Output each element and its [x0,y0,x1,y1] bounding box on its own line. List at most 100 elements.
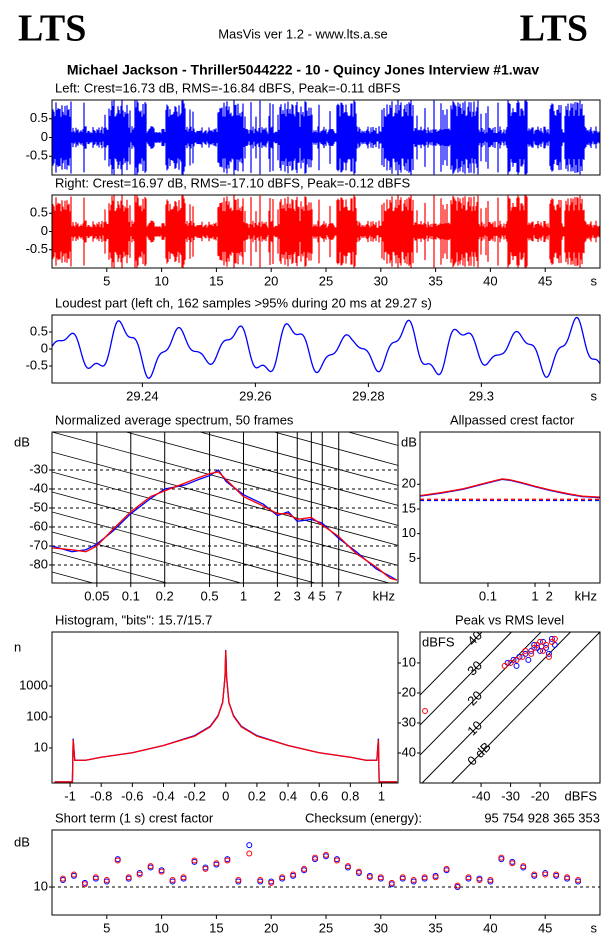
point [235,877,242,884]
x-tick-label: -40 [472,788,491,803]
point [70,871,77,878]
y-tick-label: -30 [29,461,48,476]
point [421,874,428,881]
point [169,877,176,884]
x-tick-label: -0.8 [90,788,112,803]
plot-frame [51,431,399,584]
x-tick-label: 0 [222,788,229,803]
y-tick-label: 0 [41,223,48,238]
crest-line [450,632,600,783]
point [564,874,571,881]
x-tick-label: 7 [335,588,342,603]
plot-area [52,195,600,268]
y-tick-label: 10 [402,525,416,540]
x-tick-label: 25 [319,920,333,935]
point [545,653,552,660]
x-tick-label: 0.1 [122,588,140,603]
plot-frame [51,314,601,384]
x-tick-label: 29.28 [352,388,385,403]
point [513,662,520,669]
y-axis-label: dB [14,434,30,449]
plot-frame [419,631,601,784]
logo: LTS [520,8,588,50]
plot-area [52,100,600,175]
point [355,868,362,875]
crest-line-label: 40 [464,628,485,649]
y-axis-label: dB [401,434,417,449]
point [257,877,264,884]
y-tick-label: -30 [397,714,416,729]
x-tick-label: 10 [154,273,168,288]
point [366,874,373,881]
point [213,860,220,867]
point [191,857,198,864]
diagonal [198,432,398,486]
x-tick-label: 4 [308,588,315,603]
y-axis-label: dB [14,834,30,849]
x-tick-label: -0.4 [152,788,174,803]
point [312,854,319,861]
diagonal [52,471,398,566]
point [114,857,121,864]
logo: LTS [18,8,86,50]
x-tick-label: 0.6 [310,788,328,803]
point [551,635,558,642]
point [540,647,547,654]
panel-title: Left: Crest=16.73 dB, RMS=-16.84 dBFS, P… [55,80,401,95]
point [551,641,558,648]
plot-area [54,649,398,783]
point [344,863,351,870]
plot-frame [51,829,601,916]
x-tick-label: -1 [64,788,76,803]
point [399,874,406,881]
point [542,871,549,878]
x-tick-label: 15 [209,273,223,288]
x-tick-label: 25 [319,273,333,288]
diagonal [52,511,317,583]
panel-title: Histogram, "bits": 15.7/15.7 [55,612,212,627]
point [301,865,308,872]
y-tick-label: -0.5 [26,357,48,372]
point [575,877,582,884]
point [81,881,88,888]
point [92,874,99,881]
waveform [52,100,600,175]
crest-line-label: 0 dB [464,739,494,769]
waveform [52,316,600,379]
x-tick-label: 20 [264,920,278,935]
x-tick-label: 40 [483,920,497,935]
point [103,877,110,884]
x-tick-label: 20 [264,273,278,288]
x-tick-label: 30 [374,920,388,935]
x-tick-label: 45 [538,920,552,935]
plot-area [52,312,398,583]
x-tick-label: 0.2 [156,588,174,603]
crest-line [420,632,513,726]
diagonal [52,312,398,405]
point [125,874,132,881]
plot-frame [51,194,601,269]
x-tick-label: 3 [294,588,301,603]
point [454,882,461,889]
plot-frame [51,631,399,784]
x-tick-label: 0.5 [201,588,219,603]
checksum-label: Checksum (energy): [305,810,422,825]
panel-title: Peak vs RMS level [455,612,564,627]
point [507,659,514,666]
x-tick-label: 45 [538,273,552,288]
point [323,851,329,858]
y-tick-label: -50 [29,499,48,514]
y-tick-label: -40 [29,480,48,495]
point [136,871,143,878]
point [158,868,165,875]
x-tick-label: 0.8 [341,788,359,803]
series-line [420,478,600,498]
plot-area: 40 30 20 100 dB [420,628,600,783]
x-axis-label: s [591,388,598,403]
series-line [52,471,398,581]
crest-line [420,632,483,696]
y-tick-label: -40 [397,744,416,759]
x-tick-label: -20 [531,788,550,803]
point [147,863,154,870]
